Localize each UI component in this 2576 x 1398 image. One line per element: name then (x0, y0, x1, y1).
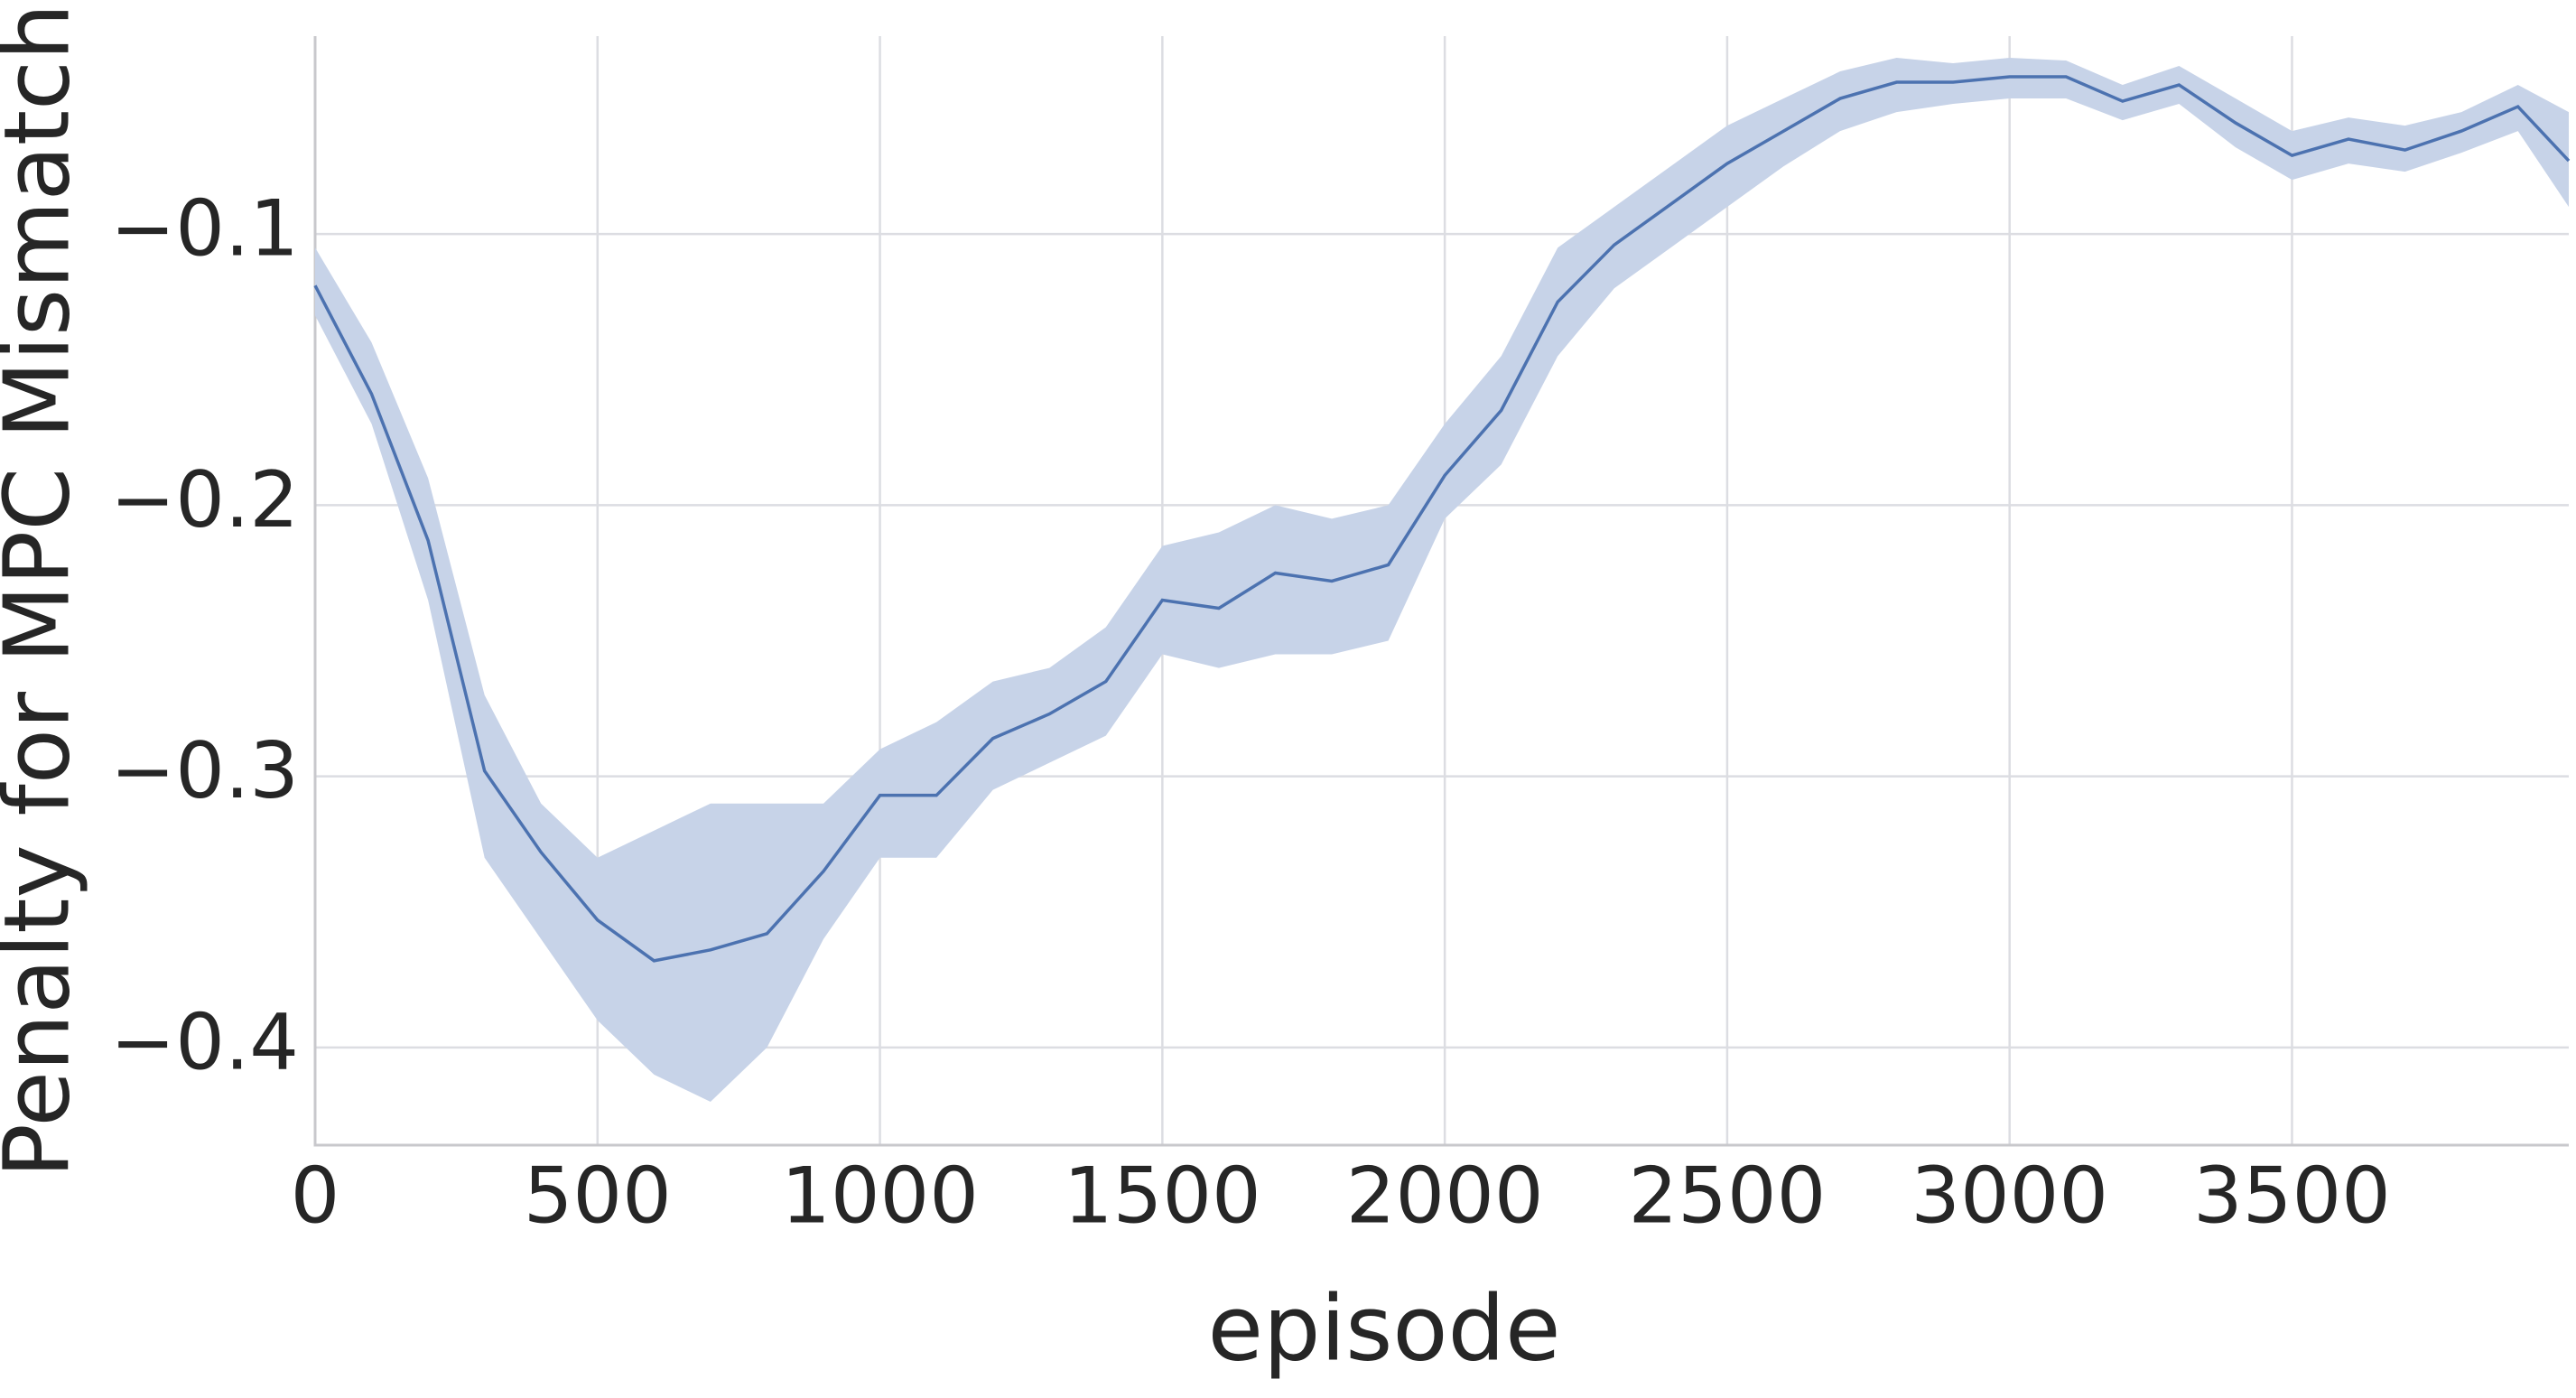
x-tick-label: 2000 (1346, 1151, 1544, 1241)
x-tick-label: 500 (524, 1151, 672, 1241)
x-tick-label: 0 (291, 1151, 340, 1241)
x-tick-label: 1000 (781, 1151, 979, 1241)
y-tick-label: −0.2 (110, 455, 299, 545)
y-tick-label: −0.1 (110, 184, 299, 275)
axis-frame (313, 36, 2569, 1147)
x-tick-label: 3000 (1911, 1151, 2108, 1241)
y-tick-label: −0.4 (110, 997, 299, 1087)
x-tick-label: 1500 (1064, 1151, 1261, 1241)
x-tick-label: 2500 (1628, 1151, 1826, 1241)
x-tick-label: 3500 (2193, 1151, 2391, 1241)
y-axis-label: Penalty for MPC Mismatch (0, 4, 89, 1179)
mean-line (313, 75, 2571, 963)
confidence-band (315, 58, 2569, 1102)
y-tick-label: −0.3 (110, 726, 299, 816)
x-axis-label: episode (1207, 1275, 1560, 1381)
